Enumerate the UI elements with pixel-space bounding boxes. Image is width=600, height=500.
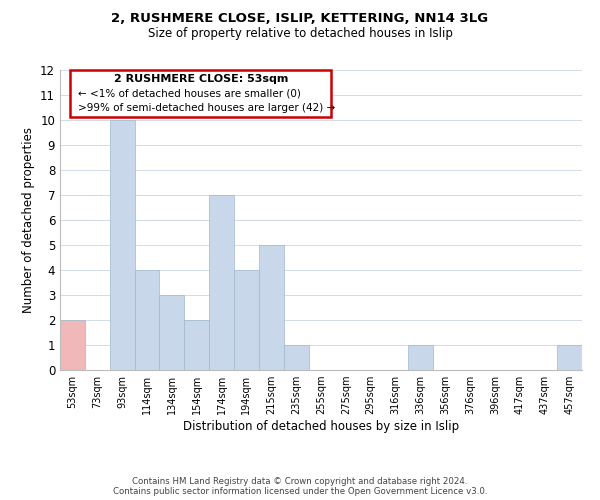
Text: Size of property relative to detached houses in Islip: Size of property relative to detached ho… — [148, 28, 452, 40]
Text: ← <1% of detached houses are smaller (0): ← <1% of detached houses are smaller (0) — [78, 88, 301, 99]
Text: >99% of semi-detached houses are larger (42) →: >99% of semi-detached houses are larger … — [78, 104, 335, 114]
Text: 2, RUSHMERE CLOSE, ISLIP, KETTERING, NN14 3LG: 2, RUSHMERE CLOSE, ISLIP, KETTERING, NN1… — [112, 12, 488, 26]
Text: Contains public sector information licensed under the Open Government Licence v3: Contains public sector information licen… — [113, 487, 487, 496]
Bar — [160, 295, 184, 370]
Bar — [110, 120, 134, 370]
Bar — [60, 320, 85, 370]
Bar — [209, 195, 234, 370]
Bar — [134, 270, 160, 370]
Y-axis label: Number of detached properties: Number of detached properties — [22, 127, 35, 313]
Bar — [557, 345, 582, 370]
X-axis label: Distribution of detached houses by size in Islip: Distribution of detached houses by size … — [183, 420, 459, 433]
Bar — [234, 270, 259, 370]
Text: 2 RUSHMERE CLOSE: 53sqm: 2 RUSHMERE CLOSE: 53sqm — [114, 74, 288, 84]
Bar — [284, 345, 308, 370]
Bar — [184, 320, 209, 370]
Bar — [259, 245, 284, 370]
Bar — [408, 345, 433, 370]
FancyBboxPatch shape — [70, 70, 331, 116]
Text: Contains HM Land Registry data © Crown copyright and database right 2024.: Contains HM Land Registry data © Crown c… — [132, 477, 468, 486]
